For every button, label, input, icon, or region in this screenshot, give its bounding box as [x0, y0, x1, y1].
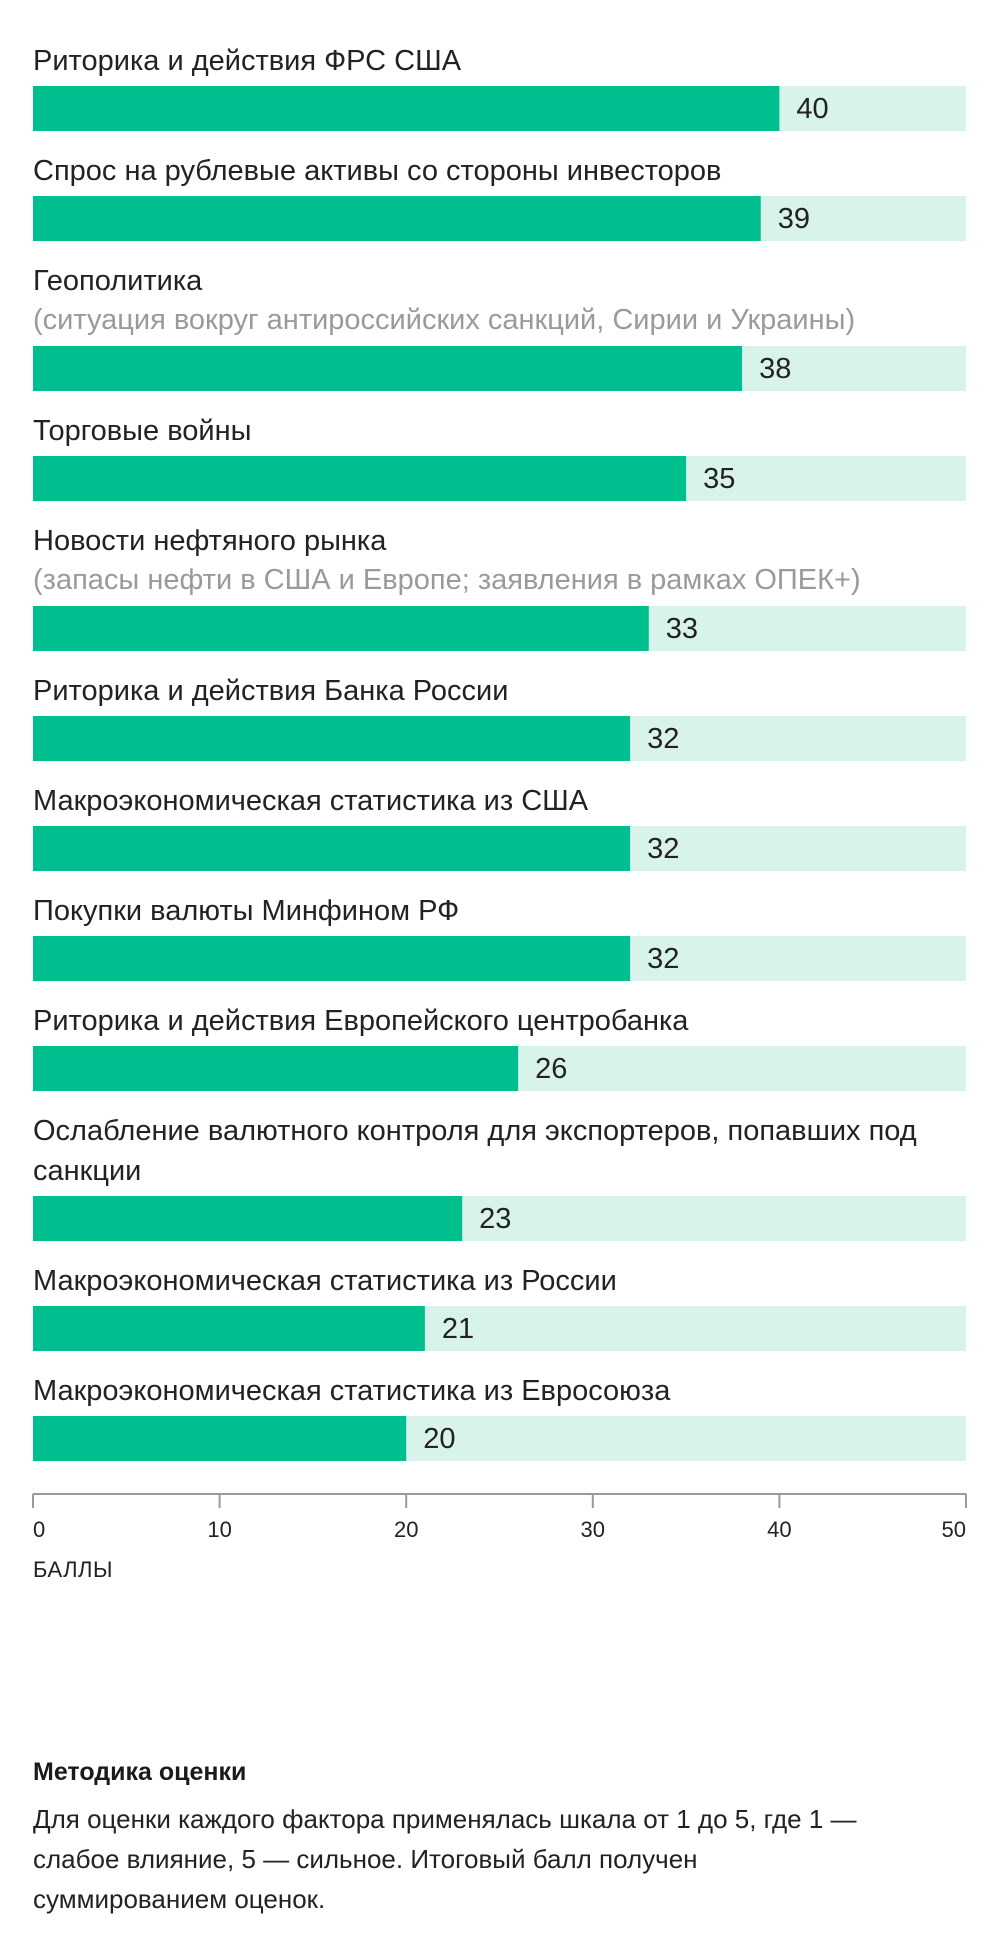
category-label: Макроэкономическая статистика из США — [33, 785, 589, 817]
value-label: 32 — [647, 943, 679, 975]
value-label: 38 — [759, 353, 791, 385]
x-tick-label: 0 — [33, 1517, 45, 1542]
value-label: 39 — [778, 203, 810, 235]
category-sublabel: (запасы нефти в США и Европе; заявления … — [33, 564, 861, 596]
x-tick-label: 10 — [207, 1517, 231, 1542]
value-label: 21 — [442, 1313, 474, 1345]
bar — [33, 196, 761, 241]
bar — [33, 716, 631, 761]
category-label: Риторика и действия Банка России — [33, 675, 508, 707]
category-label: Риторика и действия ФРС США — [33, 45, 462, 77]
category-label: Торговые войны — [33, 415, 251, 447]
bar — [33, 1306, 425, 1351]
category-label: Новости нефтяного рынка — [33, 525, 387, 557]
value-label: 32 — [647, 723, 679, 755]
x-tick-label: 30 — [581, 1517, 605, 1542]
category-sublabel: (ситуация вокруг антироссийских санкций,… — [33, 304, 855, 336]
value-label: 32 — [647, 833, 679, 865]
x-tick-label: 40 — [767, 1517, 791, 1542]
methodology-text: Для оценки каждого фактора применялась ш… — [33, 1804, 857, 1914]
x-tick-label: 50 — [942, 1517, 966, 1542]
bar — [33, 1046, 519, 1091]
value-label: 23 — [479, 1203, 511, 1235]
category-label: санкции — [33, 1155, 141, 1187]
bar-chart: Риторика и действия ФРС США 40 Спрос на ру… — [32, 45, 967, 1582]
bar — [33, 606, 649, 651]
category-label: Риторика и действия Европейского центроб… — [33, 1005, 689, 1037]
category-label: Макроэкономическая статистика из России — [33, 1265, 617, 1297]
bar — [33, 936, 631, 981]
category-label: Ослабление валютного контроля для экспор… — [33, 1115, 917, 1147]
value-label: 26 — [535, 1053, 567, 1085]
bar — [33, 826, 631, 871]
category-label: Спрос на рублевые активы со стороны инве… — [33, 155, 721, 187]
value-label: 33 — [666, 613, 698, 645]
value-label: 20 — [423, 1423, 455, 1455]
x-axis-title: БАЛЛЫ — [33, 1557, 113, 1582]
bar — [33, 456, 687, 501]
x-tick-label: 20 — [394, 1517, 418, 1542]
category-label: Макроэкономическая статистика из Евросою… — [33, 1375, 671, 1407]
bar — [33, 1416, 407, 1461]
bar — [33, 86, 780, 131]
methodology-note: Методика оценки Для оценки каждого факто… — [33, 1758, 983, 1919]
value-label: 35 — [703, 463, 735, 495]
bar — [33, 346, 743, 391]
category-label: Геополитика — [33, 265, 203, 297]
bar — [33, 1196, 463, 1241]
methodology-title: Методика оценки — [33, 1758, 247, 1786]
value-label: 40 — [796, 93, 828, 125]
category-label: Покупки валюты Минфином РФ — [33, 895, 459, 927]
